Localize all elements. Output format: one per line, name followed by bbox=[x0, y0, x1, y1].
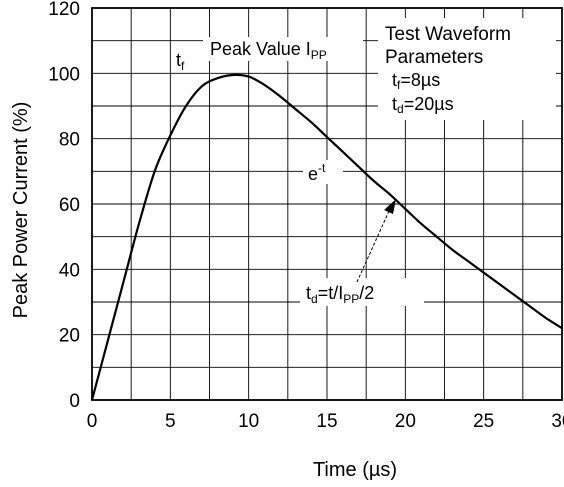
td-arrow-head bbox=[384, 199, 396, 214]
plot-frame bbox=[91, 7, 563, 401]
x-tick-label: 30 bbox=[551, 411, 564, 432]
tf-label: tf bbox=[176, 50, 185, 73]
y-tick-label: 20 bbox=[59, 326, 80, 347]
x-tick-label: 20 bbox=[395, 411, 416, 432]
x-axis-label: Time (µs) bbox=[313, 459, 397, 481]
x-tick-label: 0 bbox=[87, 411, 98, 432]
params-title-line1: Test Waveform bbox=[385, 24, 511, 45]
params-box-bg bbox=[378, 18, 556, 120]
td-arrow-line bbox=[356, 210, 390, 283]
y-tick-label: 120 bbox=[48, 0, 80, 20]
x-tick-label: 5 bbox=[165, 411, 176, 432]
y-tick-label: 0 bbox=[69, 391, 80, 412]
waveform-curve bbox=[90, 73, 563, 401]
td-definition-label: td=t/IPP/2 bbox=[306, 283, 374, 306]
peak-label-bg bbox=[203, 37, 363, 61]
decay-label: e-t bbox=[308, 161, 326, 184]
peak-value-label: Peak Value IPP bbox=[210, 39, 327, 62]
x-tick-label: 15 bbox=[316, 411, 337, 432]
y-tick-label: 100 bbox=[48, 64, 80, 85]
x-tick-labels: 0 5 10 15 20 25 30 bbox=[87, 411, 564, 432]
y-tick-label: 80 bbox=[59, 130, 80, 151]
params-title-line2: Parameters bbox=[385, 47, 483, 68]
x-tick-label: 25 bbox=[473, 411, 494, 432]
decay-label-bg bbox=[303, 160, 343, 184]
tf-param: tf=8µs bbox=[392, 70, 440, 92]
td-param: td=20µs bbox=[392, 94, 454, 116]
td-label-bg bbox=[300, 278, 424, 306]
y-tick-labels: 0 20 40 60 80 100 120 bbox=[48, 0, 80, 412]
y-tick-label: 40 bbox=[59, 260, 80, 281]
x-tick-label: 10 bbox=[238, 411, 259, 432]
y-axis-label: Peak Power Current (%) bbox=[10, 102, 32, 319]
y-tick-label: 60 bbox=[59, 195, 80, 216]
